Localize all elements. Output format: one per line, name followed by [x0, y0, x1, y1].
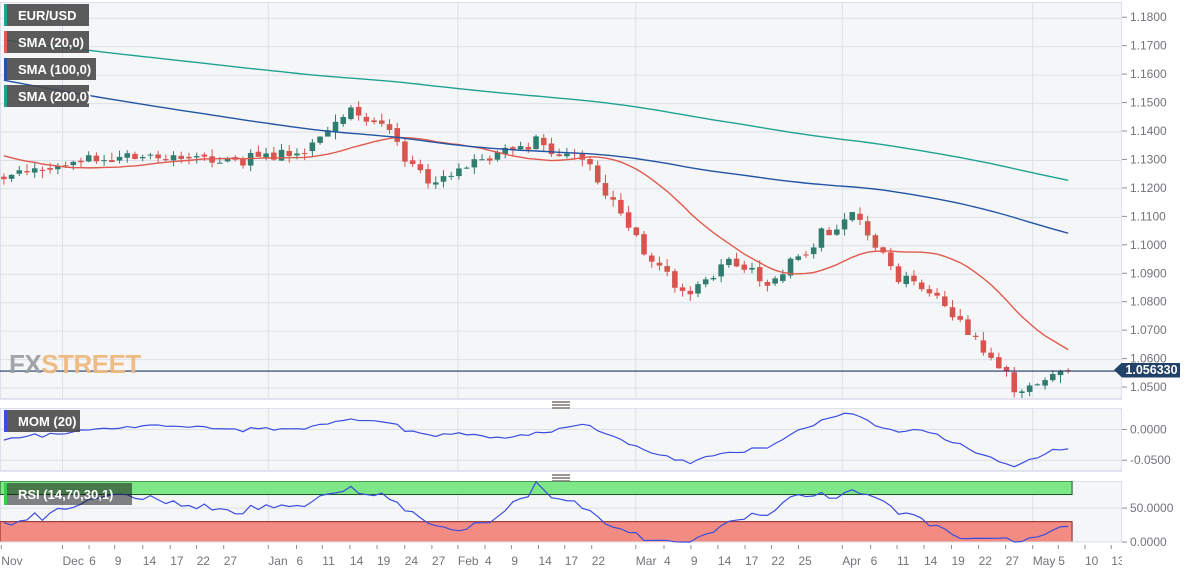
- svg-text:6: 6: [297, 554, 304, 568]
- svg-text:-0.0500: -0.0500: [1130, 453, 1171, 467]
- svg-text:1.0800: 1.0800: [1130, 295, 1167, 309]
- svg-text:Apr: Apr: [842, 554, 861, 568]
- svg-text:1.1700: 1.1700: [1130, 39, 1167, 53]
- svg-text:25: 25: [799, 554, 813, 568]
- svg-text:9: 9: [115, 554, 122, 568]
- svg-text:1.1000: 1.1000: [1130, 238, 1167, 252]
- svg-text:27: 27: [432, 554, 446, 568]
- svg-text:27: 27: [224, 554, 238, 568]
- svg-text:19: 19: [377, 554, 391, 568]
- svg-text:6: 6: [871, 554, 878, 568]
- svg-text:9: 9: [691, 554, 698, 568]
- svg-text:11: 11: [897, 554, 910, 568]
- svg-text:24: 24: [405, 554, 419, 568]
- svg-text:1.0900: 1.0900: [1130, 266, 1167, 280]
- svg-text:1.1500: 1.1500: [1130, 96, 1167, 110]
- svg-text:6: 6: [89, 554, 96, 568]
- svg-text:17: 17: [745, 554, 759, 568]
- svg-text:17: 17: [170, 554, 184, 568]
- svg-text:Nov: Nov: [1, 554, 22, 568]
- svg-text:1.1400: 1.1400: [1130, 124, 1167, 138]
- svg-text:14: 14: [539, 554, 553, 568]
- svg-text:14: 14: [718, 554, 732, 568]
- svg-text:14: 14: [924, 554, 938, 568]
- svg-text:1.0500: 1.0500: [1130, 380, 1167, 394]
- svg-text:Feb: Feb: [458, 554, 479, 568]
- svg-text:11: 11: [322, 554, 335, 568]
- svg-text:22: 22: [771, 554, 785, 568]
- svg-text:1.0700: 1.0700: [1130, 323, 1167, 337]
- svg-text:1.1100: 1.1100: [1130, 209, 1166, 223]
- svg-text:19: 19: [952, 554, 966, 568]
- svg-text:Dec: Dec: [63, 554, 84, 568]
- svg-text:22: 22: [979, 554, 993, 568]
- svg-text:Jan: Jan: [268, 554, 287, 568]
- svg-text:0.0000: 0.0000: [1130, 422, 1167, 436]
- svg-text:Mar: Mar: [636, 554, 657, 568]
- svg-text:14: 14: [350, 554, 364, 568]
- svg-text:22: 22: [197, 554, 211, 568]
- svg-text:27: 27: [1006, 554, 1020, 568]
- svg-text:1.1300: 1.1300: [1130, 152, 1167, 166]
- svg-text:13: 13: [1111, 554, 1122, 568]
- svg-text:22: 22: [592, 554, 606, 568]
- svg-text:1.1800: 1.1800: [1130, 10, 1167, 24]
- svg-text:17: 17: [565, 554, 579, 568]
- svg-text:4: 4: [485, 554, 492, 568]
- svg-text:1.1200: 1.1200: [1130, 181, 1167, 195]
- svg-text:14: 14: [143, 554, 157, 568]
- svg-text:May: May: [1033, 554, 1056, 568]
- svg-text:9: 9: [511, 554, 518, 568]
- svg-text:4: 4: [664, 554, 671, 568]
- svg-text:50.0000: 50.0000: [1130, 501, 1174, 515]
- svg-text:0.0000: 0.0000: [1130, 535, 1167, 549]
- svg-text:10: 10: [1085, 554, 1099, 568]
- svg-text:1.1600: 1.1600: [1130, 67, 1167, 81]
- svg-text:5: 5: [1058, 554, 1065, 568]
